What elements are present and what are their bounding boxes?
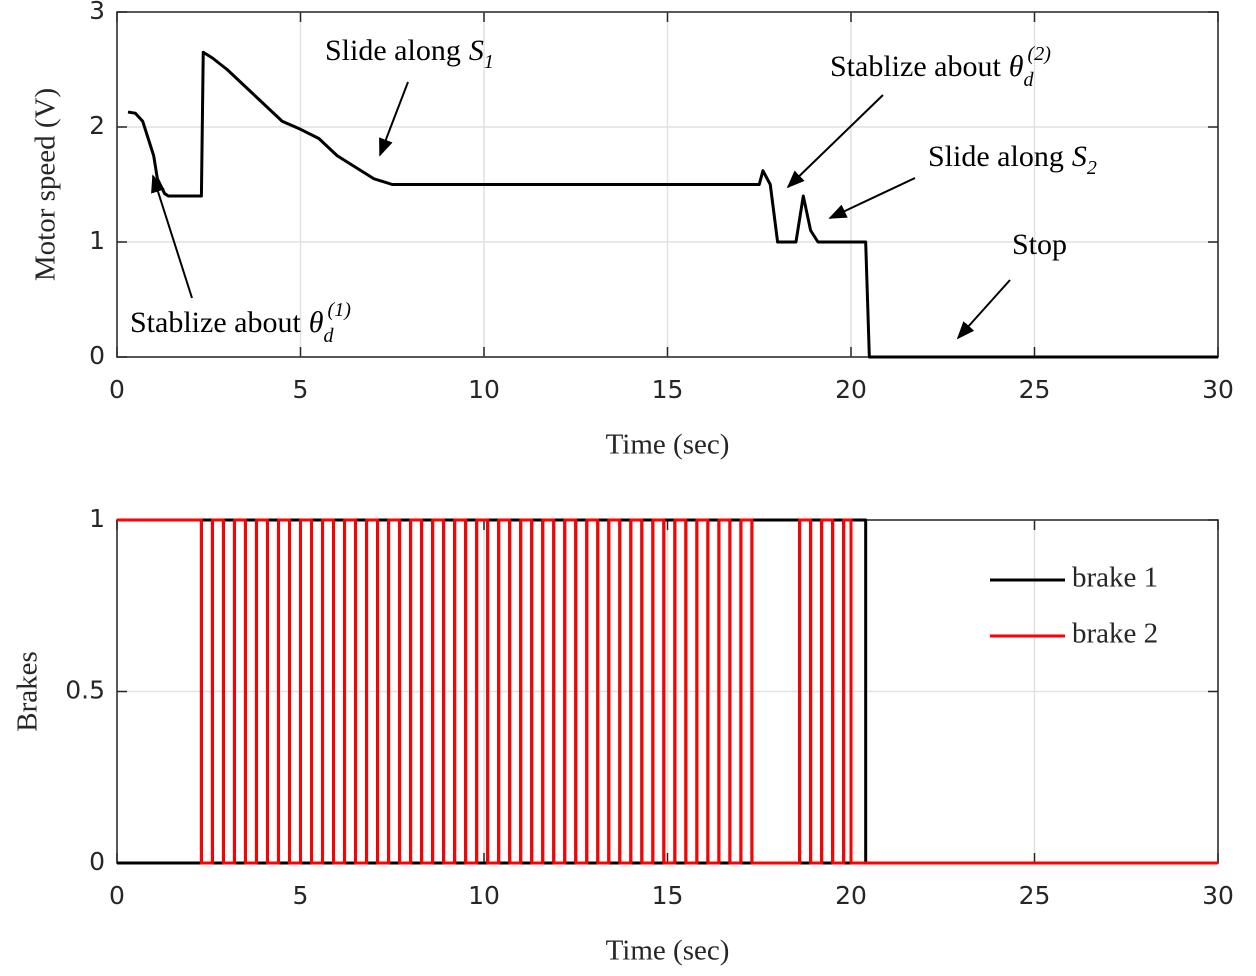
x-tick-label: 15 <box>652 375 684 404</box>
x-tick-label: 25 <box>1019 881 1051 910</box>
annotation-text: Slide along <box>325 34 461 67</box>
legend-label: brake 2 <box>1072 618 1158 650</box>
y-tick-label: 0 <box>89 341 105 370</box>
x-tick-label: 0 <box>109 881 125 910</box>
annotation-sub: d <box>324 325 335 347</box>
annotation-text: Stablize about <box>830 50 1001 83</box>
annotation-sub: 2 <box>1087 157 1097 179</box>
x-tick-label: 20 <box>835 375 867 404</box>
annotation-arrow <box>956 279 1011 340</box>
x-tick-label: 20 <box>835 881 867 910</box>
annotation-symbol: θ <box>1009 50 1024 83</box>
annotation-arrow <box>379 81 409 157</box>
annotation-sup: (2) <box>1028 43 1052 65</box>
annotation: Slide along S2 <box>928 140 1097 179</box>
annotation-text: Stop <box>1012 228 1067 261</box>
annotation-symbol: S <box>1072 140 1087 173</box>
x-axis-label: Time (sec) <box>606 429 730 461</box>
x-axis-label: Time (sec) <box>606 935 730 967</box>
data-line <box>117 518 1218 865</box>
annotation-sub: 1 <box>484 51 494 73</box>
y-axis-label: Brakes <box>12 651 44 732</box>
legend-label: brake 1 <box>1072 562 1158 594</box>
y-axis-label: Motor speed (V) <box>30 88 62 281</box>
y-tick-label: 0.5 <box>65 676 105 705</box>
x-tick-label: 10 <box>468 375 500 404</box>
y-tick-label: 1 <box>89 504 105 533</box>
x-tick-label: 25 <box>1019 375 1051 404</box>
annotation-arrow <box>828 177 916 219</box>
annotation-sup: (1) <box>328 299 352 321</box>
annotation: Stablize about θd (1) <box>130 299 351 347</box>
annotation-sub: d <box>1024 69 1035 91</box>
x-tick-label: 5 <box>293 375 309 404</box>
annotations: Slide along S1 Stablize about θd(1) Stabli… <box>130 34 1097 347</box>
x-tick-label: 30 <box>1202 881 1234 910</box>
annotation-text: Slide along <box>928 140 1064 173</box>
x-tick-label: 15 <box>652 881 684 910</box>
annotation: Slide along S1 <box>325 34 494 73</box>
annotation: Stablize about θd (2) <box>830 43 1051 91</box>
x-tick-label: 5 <box>293 881 309 910</box>
x-tick-label: 10 <box>468 881 500 910</box>
annotation-symbol: θ <box>309 306 324 339</box>
annotation: Stop <box>1012 228 1067 261</box>
x-tick-label: 0 <box>109 375 125 404</box>
annotation-symbol: S <box>469 34 484 67</box>
y-tick-label: 3 <box>89 0 105 25</box>
y-tick-label: 2 <box>89 111 105 140</box>
annotation-text: Stablize about <box>130 306 301 339</box>
y-tick-label: 1 <box>89 226 105 255</box>
annotation-arrow <box>786 94 884 189</box>
x-tick-label: 30 <box>1202 375 1234 404</box>
axes-box <box>116 11 1219 358</box>
annotation-arrow <box>151 174 193 299</box>
y-tick-label: 0 <box>89 847 105 876</box>
